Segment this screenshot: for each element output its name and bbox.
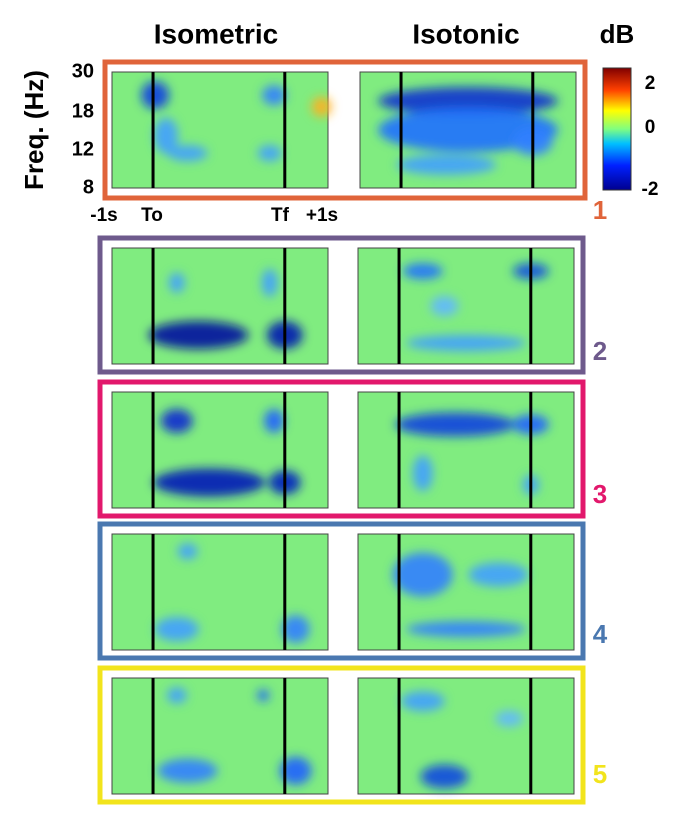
heatmap-blobs: [153, 409, 301, 497]
power-blob: [168, 272, 185, 293]
power-blob: [160, 409, 193, 433]
power-blob: [311, 96, 332, 117]
cluster-box: [102, 59, 588, 201]
cluster-label: 4: [593, 619, 608, 649]
power-blob: [166, 687, 187, 704]
x-tick-label: +1s: [306, 205, 338, 226]
column-title: Isotonic: [412, 18, 519, 49]
power-blob: [262, 85, 286, 106]
heatmap-blobs: [157, 687, 312, 785]
heatmap-panel: [357, 391, 575, 509]
cluster-box: [97, 235, 586, 375]
power-blob: [167, 145, 208, 162]
y-tick-label: 18: [72, 100, 94, 122]
power-blob: [154, 117, 178, 154]
colorbar-tick: -2: [642, 179, 659, 200]
power-blob: [281, 615, 310, 644]
heatmap-blobs: [378, 87, 558, 175]
y-tick-label: 8: [83, 176, 94, 198]
column-title: Isometric: [154, 18, 279, 49]
power-blob: [412, 455, 433, 492]
y-axis-label: Freq. (Hz): [19, 70, 49, 190]
power-blob: [392, 552, 453, 597]
cluster-label: 2: [593, 336, 607, 366]
power-blob: [378, 87, 558, 115]
power-blob: [396, 154, 497, 175]
x-tick-label: -1s: [90, 205, 117, 226]
power-blob: [400, 691, 445, 712]
power-blob: [264, 409, 284, 433]
power-blob: [257, 145, 282, 162]
power-blob: [157, 758, 218, 783]
power-blob: [153, 468, 266, 497]
power-blob: [261, 268, 278, 297]
cluster-box: [97, 379, 586, 519]
heatmap-blobs: [400, 691, 524, 789]
colorbar: [602, 67, 632, 191]
power-blob: [177, 543, 198, 560]
y-tick-label: 30: [72, 60, 94, 82]
x-tick-label: To: [141, 205, 163, 226]
power-blob: [279, 756, 312, 785]
cluster-label: 5: [593, 759, 607, 789]
cluster-label: 3: [593, 479, 607, 509]
power-blob: [420, 764, 469, 789]
power-blob: [395, 412, 516, 437]
colorbar-tick: 0: [645, 117, 656, 138]
cluster-box: [97, 521, 586, 661]
power-blob: [495, 710, 524, 727]
heatmap-blobs: [141, 81, 332, 162]
power-blob: [141, 81, 170, 110]
power-blob: [154, 617, 199, 642]
power-blob: [257, 689, 270, 702]
heatmap-blobs: [392, 552, 529, 638]
power-blob: [148, 321, 249, 349]
rows: 1 2 3 4 5: [97, 59, 608, 805]
power-blob: [402, 263, 443, 280]
power-blob: [430, 296, 459, 316]
y-tick-label: 12: [72, 138, 94, 160]
heatmap-blobs: [395, 412, 549, 495]
power-blob: [406, 621, 526, 638]
x-tick-label: Tf: [271, 205, 290, 226]
heatmap-blobs: [148, 268, 303, 349]
power-blob: [468, 562, 529, 587]
heatmap-blobs: [154, 543, 310, 644]
power-blob: [406, 335, 526, 352]
colorbar-tick: 2: [645, 73, 656, 94]
heatmap-blobs: [402, 263, 549, 352]
cluster-label: 1: [593, 195, 607, 225]
unit-label: dB: [600, 19, 635, 49]
cluster-box: [97, 665, 586, 805]
